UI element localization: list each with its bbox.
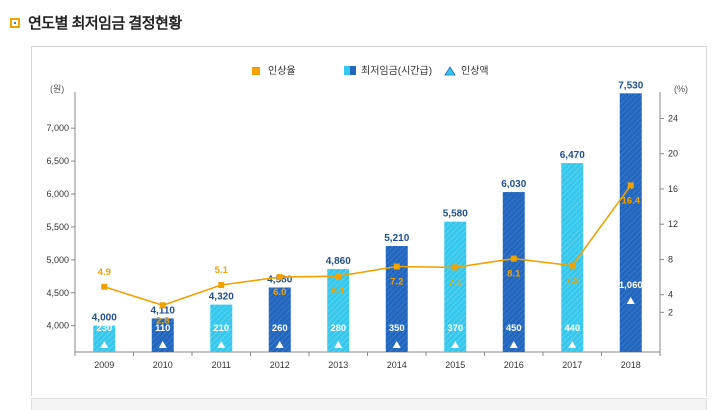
increase-amount-label: 280 xyxy=(330,323,346,334)
rate-marker xyxy=(218,282,225,289)
increase-triangle-marker xyxy=(217,341,226,348)
increase-amount-label: 350 xyxy=(389,323,405,334)
rate-value-label: 5.1 xyxy=(215,265,229,276)
bar-2018 xyxy=(619,93,642,352)
increase-triangle-marker xyxy=(158,341,167,348)
x-tick-label: 2013 xyxy=(328,360,348,370)
bar-value-label: 6,030 xyxy=(501,179,526,190)
increase-amount-label: 1,060 xyxy=(619,280,643,291)
x-tick-label: 2018 xyxy=(621,360,641,370)
right-tick-label: 12 xyxy=(668,219,678,229)
increase-amount-label: 260 xyxy=(272,323,288,334)
right-tick-label: 24 xyxy=(668,113,678,123)
increase-triangle-marker xyxy=(451,341,460,348)
left-tick-label: 6,500 xyxy=(46,156,69,166)
right-tick-label: 2 xyxy=(668,307,673,317)
page-header: 연도별 최저임금 결정현황 xyxy=(10,12,182,33)
bar-2015 xyxy=(444,221,467,352)
bar-value-label: 6,470 xyxy=(560,150,585,161)
right-tick-label: 4 xyxy=(668,290,673,300)
x-tick-label: 2014 xyxy=(387,360,407,370)
increase-triangle-marker xyxy=(568,341,577,348)
rate-value-label: 7.1 xyxy=(449,277,463,288)
increase-triangle-marker xyxy=(100,341,109,348)
right-tick-label: 8 xyxy=(668,254,673,264)
rate-value-label: 2.8 xyxy=(156,315,169,326)
x-tick-label: 2016 xyxy=(504,360,524,370)
rate-marker xyxy=(101,283,108,290)
increase-amount-label: 210 xyxy=(213,323,229,334)
left-tick-label: 4,000 xyxy=(46,321,69,331)
x-tick-label: 2010 xyxy=(153,360,173,370)
bar-value-label: 4,110 xyxy=(151,305,176,316)
increase-triangle-marker xyxy=(334,341,343,348)
bar-2013 xyxy=(327,269,350,352)
increase-triangle-marker xyxy=(626,297,635,304)
chart-panel xyxy=(31,46,707,396)
increase-amount-label: 440 xyxy=(564,323,580,334)
legend-bar-marker-light xyxy=(344,66,350,75)
legend-label-1: 인상율 xyxy=(268,65,296,77)
bar-2016 xyxy=(502,192,525,352)
rate-marker xyxy=(510,255,517,262)
legend-bar-marker-dark xyxy=(350,66,356,75)
rate-value-label: 6.1 xyxy=(332,286,346,297)
page-title: 연도별 최저임금 결정현황 xyxy=(28,15,182,32)
left-tick-label: 5,000 xyxy=(46,255,69,265)
rate-marker xyxy=(393,263,400,270)
right-tick-label: 20 xyxy=(668,149,678,159)
bar-value-label: 4,860 xyxy=(326,256,351,267)
bar-2011 xyxy=(210,304,233,352)
rate-marker xyxy=(159,302,166,309)
bar-2009 xyxy=(93,325,116,352)
legend-rate-marker xyxy=(252,67,260,75)
bar-value-label: 4,000 xyxy=(92,313,117,324)
rate-value-label: 7.2 xyxy=(390,277,403,288)
bar-2010 xyxy=(151,318,174,352)
rate-value-label: 4.9 xyxy=(98,267,111,278)
increase-amount-label: 450 xyxy=(506,323,522,334)
legend-triangle-marker xyxy=(444,66,456,76)
increase-triangle-marker xyxy=(392,341,401,348)
right-tick-label: 16 xyxy=(668,184,678,194)
bar-value-label: 7,530 xyxy=(618,80,643,91)
rate-marker xyxy=(335,273,342,280)
x-tick-label: 2011 xyxy=(212,360,231,370)
legend-label-2: 최저임금(시간급) xyxy=(361,64,432,77)
rate-value-label: 16.4 xyxy=(622,195,641,206)
right-axis-unit: (%) xyxy=(674,84,688,94)
left-tick-label: 5,500 xyxy=(46,222,69,232)
left-tick-label: 4,500 xyxy=(46,288,69,298)
rate-value-label: 8.1 xyxy=(507,269,521,280)
increase-amount-label: 370 xyxy=(447,323,463,334)
bar-value-label: 5,580 xyxy=(443,209,468,220)
rate-marker xyxy=(569,262,576,269)
left-tick-label: 6,000 xyxy=(46,189,69,199)
increase-triangle-marker xyxy=(509,341,518,348)
rate-marker xyxy=(276,274,283,281)
x-tick-label: 2015 xyxy=(445,360,465,370)
increase-amount-label: 110 xyxy=(155,323,170,334)
legend-label-3: 인상액 xyxy=(461,65,489,77)
rate-value-label: 7.3 xyxy=(566,276,579,287)
bar-2014 xyxy=(385,246,408,352)
rate-marker xyxy=(452,264,459,271)
left-axis-unit: (원) xyxy=(50,84,64,94)
increase-triangle-marker xyxy=(275,341,284,348)
x-tick-label: 2009 xyxy=(94,360,114,370)
bar-2017 xyxy=(561,163,584,352)
rate-line xyxy=(104,184,632,307)
bar-value-label: 5,210 xyxy=(384,233,409,244)
x-tick-label: 2012 xyxy=(270,360,290,370)
title-square-icon xyxy=(10,17,20,28)
rate-marker xyxy=(627,182,634,189)
footer-strip xyxy=(31,398,707,410)
left-tick-label: 7,000 xyxy=(46,123,69,133)
x-tick-label: 2017 xyxy=(562,360,582,370)
bar-value-label: 4,320 xyxy=(209,292,234,303)
bar-2012 xyxy=(268,287,291,352)
rate-value-label: 6.0 xyxy=(273,287,286,298)
increase-amount-label: 230 xyxy=(96,323,112,334)
